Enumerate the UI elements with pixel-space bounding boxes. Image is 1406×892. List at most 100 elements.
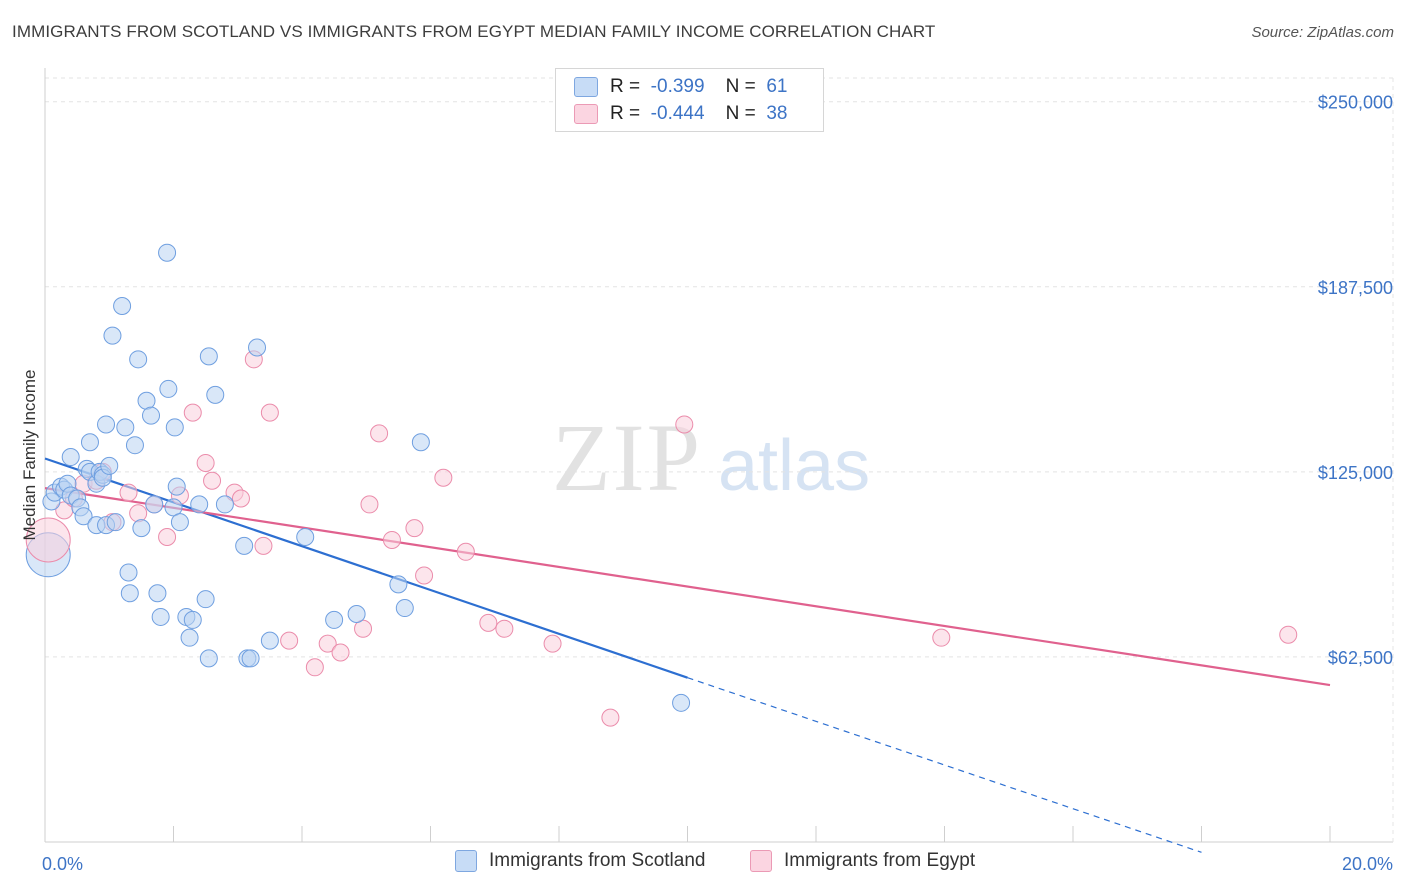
point-scotland [120,584,139,603]
point-egypt [231,489,250,508]
point-scotland [116,418,135,437]
point-scotland [235,536,254,555]
point-scotland [61,448,80,467]
watermark-atlas: atlas [718,426,870,506]
point-scotland [199,649,218,668]
point-egypt [434,468,453,487]
legend-r-value: -0.399 [650,76,705,97]
trend-line-scotland [44,457,688,679]
y-tick-label: $187,500 [1318,278,1393,298]
point-egypt [158,527,177,546]
point-egypt [495,619,514,638]
point-scotland [97,415,116,434]
point-scotland [183,610,202,629]
point-egypt [305,658,324,677]
point-egypt [318,634,337,653]
point-egypt [203,471,222,490]
point-egypt [543,634,562,653]
trend-line-egypt [44,487,1331,687]
point-scotland [158,243,177,262]
point-egypt [119,483,138,502]
point-egypt [932,628,951,647]
point-scotland [190,495,209,514]
point-egypt [280,631,299,650]
point-scotland [164,498,183,517]
point-scotland [180,628,199,647]
legend-n-label: N = [725,103,756,124]
legend-n-value: 38 [766,103,788,124]
y-tick-label: $62,500 [1328,648,1393,668]
point-egypt [254,536,273,555]
point-scotland [167,477,186,496]
point-egypt-large [25,517,71,563]
legend-n-value: 61 [766,76,788,97]
watermark: ZIP atlas [552,404,870,511]
point-scotland [148,584,167,603]
point-scotland [100,456,119,475]
point-egypt [260,403,279,422]
point-scotland [80,433,99,452]
point-egypt [360,495,379,514]
point-scotland [395,599,414,618]
chart-title: IMMIGRANTS FROM SCOTLAND VS IMMIGRANTS F… [12,22,936,41]
point-egypt [675,415,694,434]
point-scotland [672,693,691,712]
point-scotland [125,436,144,455]
trend-lines [44,457,1331,853]
y-tick-label: $250,000 [1318,93,1393,113]
point-scotland [113,297,132,316]
bottom-legend-swatch-scotland [455,850,477,872]
legend-row-egypt: R = -0.444 N = 38 [574,101,787,127]
tick-labels: $62,500 $125,000 $187,500 $250,000 0.0% 20.0% [42,93,1393,874]
bottom-legend-egypt: Immigrants from Egypt [750,850,975,872]
point-egypt [456,542,475,561]
point-scotland [206,385,225,404]
point-scotland [241,649,260,668]
source-label: Source: ZipAtlas.com [1251,24,1394,41]
point-scotland [389,575,408,594]
point-scotland [296,527,315,546]
point-egypt [405,519,424,538]
point-scotland [142,406,161,425]
trend-line-scotland-extrapolated [687,677,1202,853]
point-scotland [74,507,93,526]
point-egypt [370,424,389,443]
legend-n-label: N = [725,76,756,97]
point-egypt [1279,625,1298,644]
y-tick-label: $125,000 [1318,463,1393,483]
legend-swatch-scotland [574,77,598,97]
point-egypt [196,453,215,472]
legend-r-label: R = [610,103,641,124]
point-scotland [165,418,184,437]
point-scotland [145,495,164,514]
point-scotland [215,495,234,514]
legend-row-scotland: R = -0.399 N = 61 [574,74,787,100]
gridlines [45,77,1393,658]
point-scotland [103,326,122,345]
point-scotland [170,513,189,532]
bottom-legend-swatch-egypt [750,850,772,872]
point-egypt [415,566,434,585]
point-scotland [260,631,279,650]
legend-r-label: R = [610,76,641,97]
point-scotland [119,563,138,582]
point-egypt [129,504,148,523]
bottom-legend-label-scotland: Immigrants from Scotland [489,850,706,871]
point-scotland [106,513,125,532]
point-scotland [347,604,366,623]
legend-swatch-egypt [574,104,598,124]
correlation-legend: R = -0.399 N = 61 R = -0.444 N = 38 [555,68,824,132]
bottom-legend-label-egypt: Immigrants from Egypt [784,850,976,871]
point-scotland [129,350,148,369]
point-scotland [411,433,430,452]
data-points [25,243,1298,727]
point-egypt [183,403,202,422]
point-egypt [331,643,350,662]
point-egypt [479,613,498,632]
point-scotland [325,610,344,629]
point-egypt [601,708,620,727]
point-scotland [151,607,170,626]
watermark-zip: ZIP [552,404,702,511]
point-scotland [132,519,151,538]
legend-r-value: -0.444 [650,103,705,124]
